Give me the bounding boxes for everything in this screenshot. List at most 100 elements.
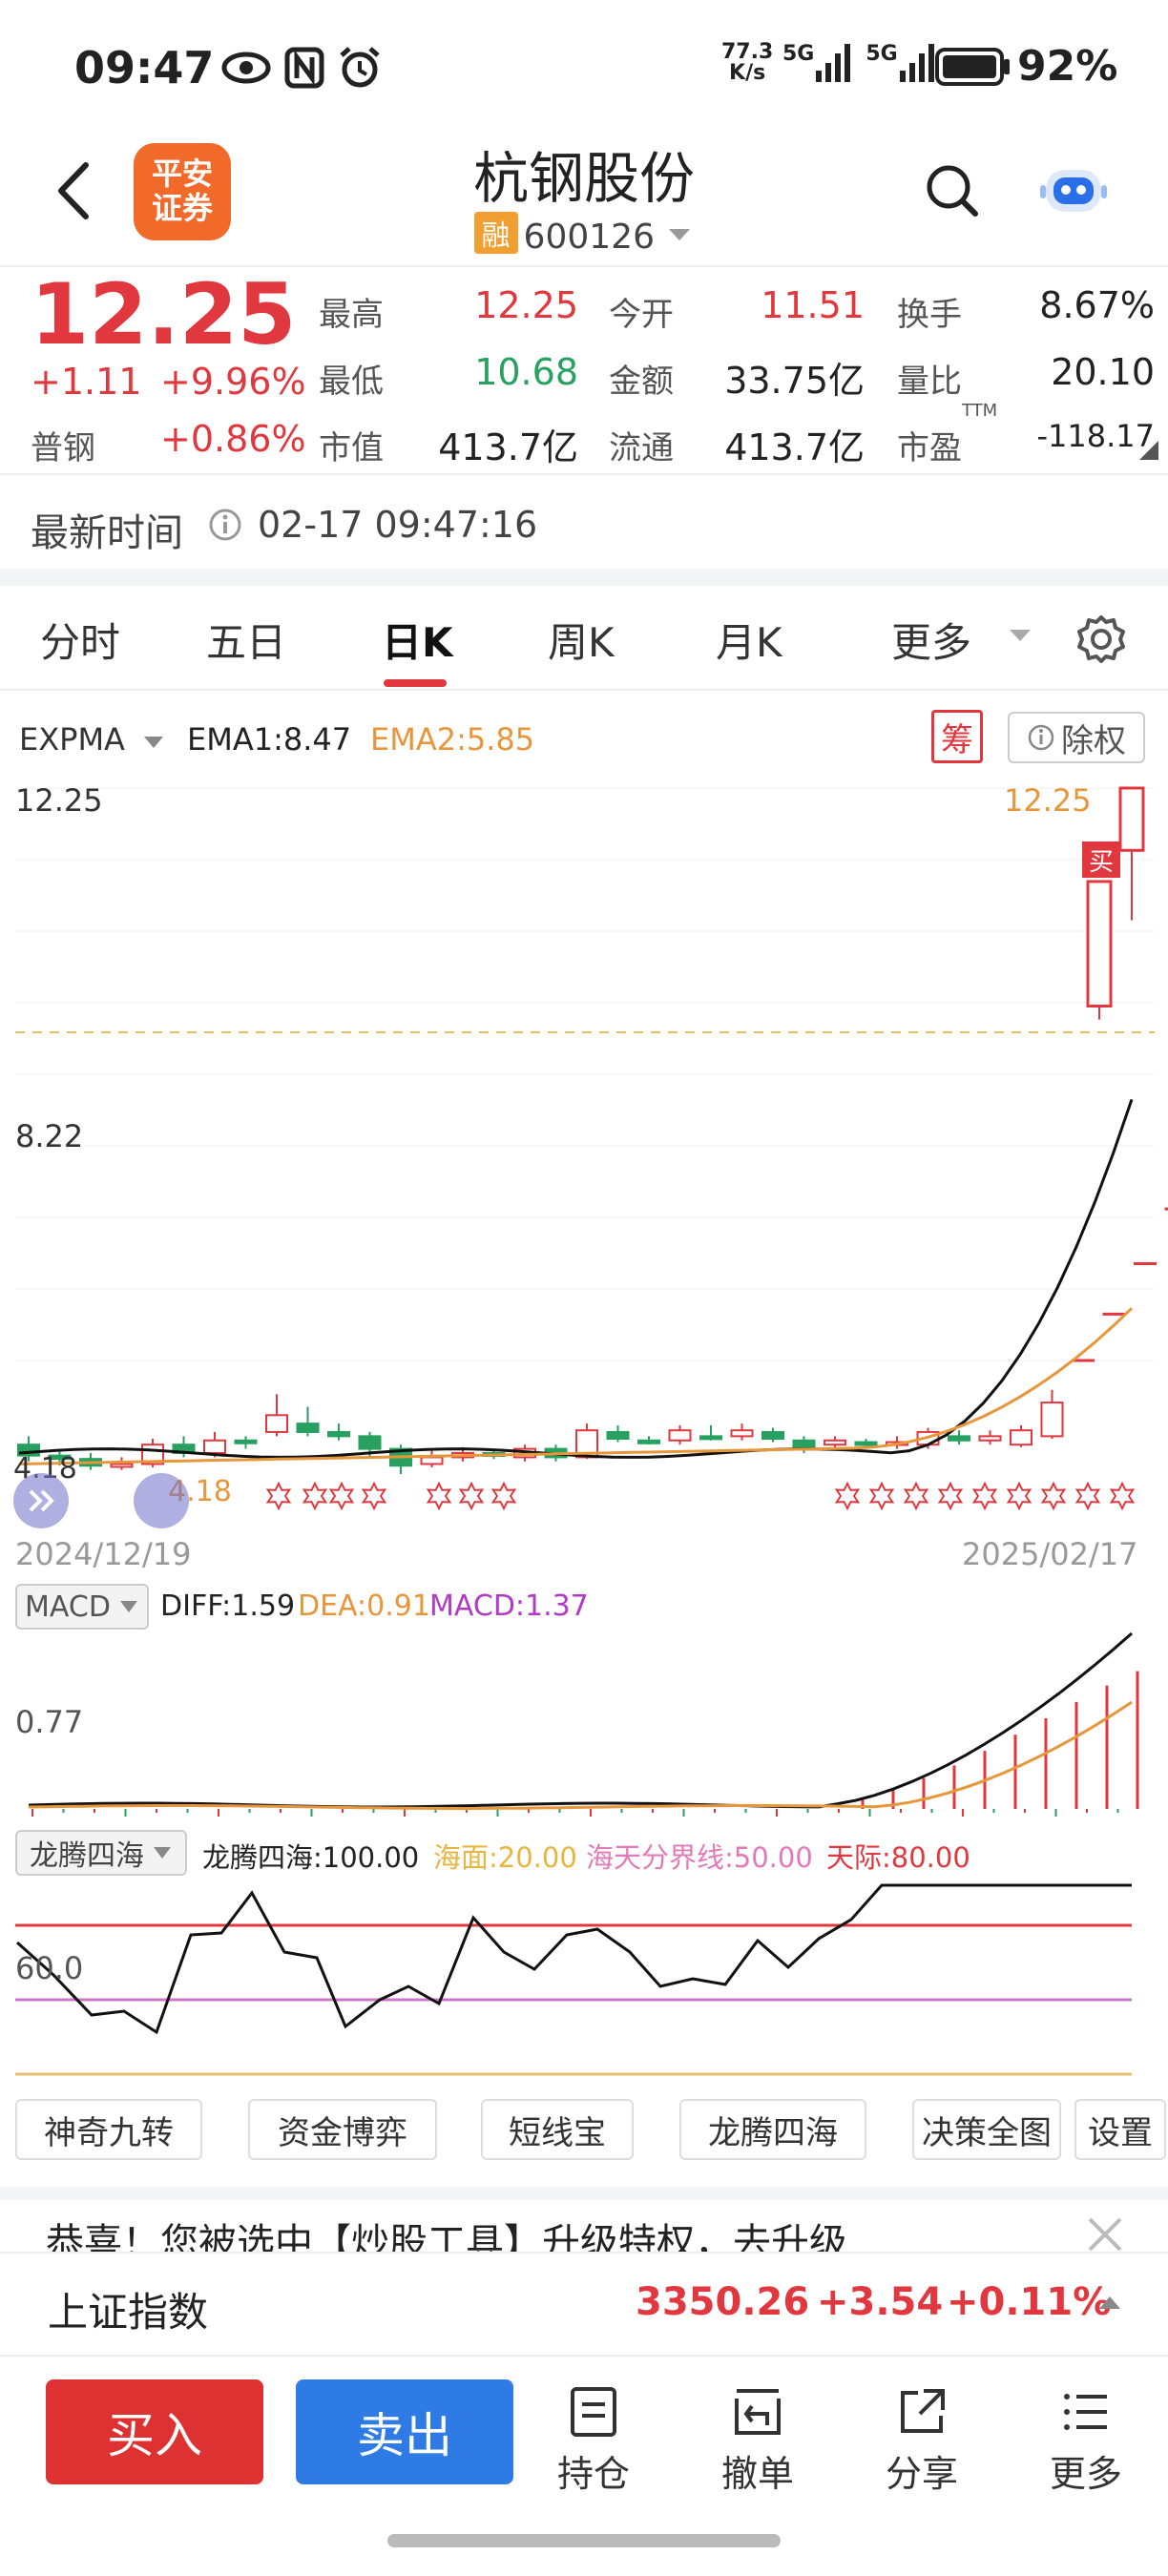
tab-2[interactable]: 日K (382, 619, 453, 666)
quote-label-5: 量比 (897, 363, 962, 401)
indicator-chevron-icon (144, 737, 164, 748)
expand-left-button[interactable] (13, 1473, 69, 1528)
ai-assistant-icon[interactable] (1040, 160, 1107, 219)
close-icon[interactable] (1086, 2215, 1124, 2254)
tool-button-3[interactable]: 龙腾四海 (679, 2099, 866, 2160)
signal-star-15 (1109, 1481, 1136, 1511)
index-bar[interactable]: 上证指数 3350.26 +3.54 +0.11% (0, 2252, 1168, 2357)
stock-code-selector[interactable]: 融 600126 (0, 212, 1168, 257)
candle-body-1 (48, 1454, 72, 1461)
candle-body-33 (1040, 1402, 1064, 1438)
tab-0[interactable]: 分时 (40, 619, 121, 666)
pe-superscript: TTM (962, 401, 998, 421)
chevron-up-icon[interactable] (1097, 2294, 1122, 2311)
ex-rights-button[interactable]: 除权 (1008, 712, 1145, 763)
tool-button-1[interactable]: 资金博弈 (248, 2099, 437, 2160)
chip-distribution-button[interactable]: 筹 (931, 710, 983, 763)
quote-value-1: 11.51 (761, 284, 865, 326)
margin-badge: 融 (473, 212, 518, 254)
candle-body-24 (761, 1430, 784, 1441)
chevron-down-icon (669, 229, 691, 240)
quote-value-4: 33.75亿 (724, 360, 865, 402)
kline-indicator-selector[interactable]: EXPMA (19, 721, 165, 758)
upgrade-notice[interactable]: 恭喜！您被选中【炒股工具】升级特权，去升级 (46, 2221, 847, 2255)
ema1-line (18, 1098, 1134, 1459)
last-price-tag: 12.25 (1004, 782, 1092, 819)
candle-body-11 (358, 1435, 382, 1450)
macd-chevron-icon (119, 1601, 137, 1612)
tool-button-4[interactable]: 决策全图 (912, 2099, 1061, 2160)
net-speed: 77.3 K/s (721, 40, 774, 85)
signal-star-4 (426, 1481, 452, 1511)
candle-body-13 (420, 1456, 444, 1465)
nav-more[interactable]: 更多 (1029, 2385, 1143, 2497)
active-tab-indicator (384, 679, 447, 687)
candle-body-32 (1010, 1429, 1032, 1446)
sector-label[interactable]: 普钢 (31, 429, 95, 467)
tab-4[interactable]: 月K (716, 619, 782, 666)
signal-star-12 (1006, 1481, 1032, 1511)
nav-cancel-order[interactable]: 撤单 (700, 2385, 815, 2497)
nav-positions[interactable]: 持仓 (536, 2385, 651, 2497)
signal-star-14 (1074, 1481, 1101, 1511)
info-icon[interactable] (208, 508, 242, 542)
home-indicator[interactable] (387, 2534, 781, 2547)
sector-change-pct: +0.86% (160, 418, 306, 460)
longteng-indicator-selector[interactable]: 龙腾四海 (15, 1830, 187, 1876)
quote-value-7: 413.7亿 (724, 426, 865, 468)
latest-time-label: 最新时间 (31, 511, 183, 555)
longteng-chart[interactable] (0, 1876, 1168, 2086)
signal-star-2 (328, 1481, 355, 1511)
candle-body-last-1 (1086, 880, 1113, 1008)
macd-chart[interactable] (0, 1631, 1168, 1822)
back-icon[interactable] (48, 157, 105, 224)
cancel-order-icon (735, 2389, 781, 2435)
signal-star-10 (937, 1481, 964, 1511)
tool-button-0[interactable]: 神奇九转 (15, 2099, 202, 2160)
longteng-chevron-icon (154, 1847, 171, 1859)
candle-body-27 (854, 1441, 878, 1446)
tool-button-5[interactable]: 设置 (1074, 2099, 1166, 2160)
candle-body-19 (606, 1430, 630, 1441)
expand-corner-icon[interactable] (1139, 441, 1158, 460)
signal-star-11 (971, 1481, 998, 1511)
stock-name: 杭钢股份 (472, 146, 695, 211)
longteng-value: 龙腾四海:100.00 (202, 1841, 420, 1874)
candle-body-7 (234, 1439, 258, 1444)
kline-chart[interactable] (0, 769, 1168, 1532)
candle-body-3 (110, 1463, 134, 1468)
date-end: 2025/02/17 (962, 1536, 1138, 1572)
index-pct: +0.11% (947, 2280, 1112, 2324)
double-chevron-right-icon (29, 1489, 54, 1512)
chart-settings-gear-icon[interactable] (1074, 613, 1128, 666)
buy-button[interactable]: 买入 (46, 2379, 263, 2484)
signal-bars-icon (816, 44, 851, 82)
nav-share[interactable]: 分享 (865, 2385, 979, 2497)
battery: 92% (935, 42, 1117, 91)
signal-bars-icon-2 (899, 44, 934, 82)
battery-icon (935, 47, 1010, 86)
price-change-pct: +9.96% (160, 361, 306, 403)
macd-y-label: 0.77 (15, 1704, 84, 1740)
candle-body-last-2 (1118, 786, 1145, 852)
quote-value-3: 10.68 (474, 351, 578, 393)
tool-button-2[interactable]: 短线宝 (481, 2099, 634, 2160)
signal-star-1 (302, 1481, 328, 1511)
tab-3[interactable]: 周K (548, 619, 615, 666)
status-icons-left (221, 46, 382, 90)
candle-body-30 (948, 1435, 970, 1442)
tab-1[interactable]: 五日 (206, 619, 287, 666)
sell-button[interactable]: 卖出 (296, 2379, 513, 2484)
macd-value: MACD:1.37 (429, 1589, 589, 1623)
tab-5[interactable]: 更多 (891, 619, 972, 666)
drag-handle[interactable] (134, 1473, 189, 1528)
current-price: 12.25 (31, 265, 297, 364)
info-circle-icon (1028, 724, 1054, 751)
candle-body-26 (824, 1439, 846, 1446)
macd-indicator-selector[interactable]: MACD (15, 1584, 149, 1630)
positions-icon (571, 2387, 616, 2437)
index-name: 上证指数 (48, 2289, 209, 2336)
search-icon[interactable] (924, 162, 981, 219)
more-chevron-icon[interactable] (1006, 626, 1034, 645)
macd-diff: DIFF:1.59 (160, 1589, 296, 1623)
